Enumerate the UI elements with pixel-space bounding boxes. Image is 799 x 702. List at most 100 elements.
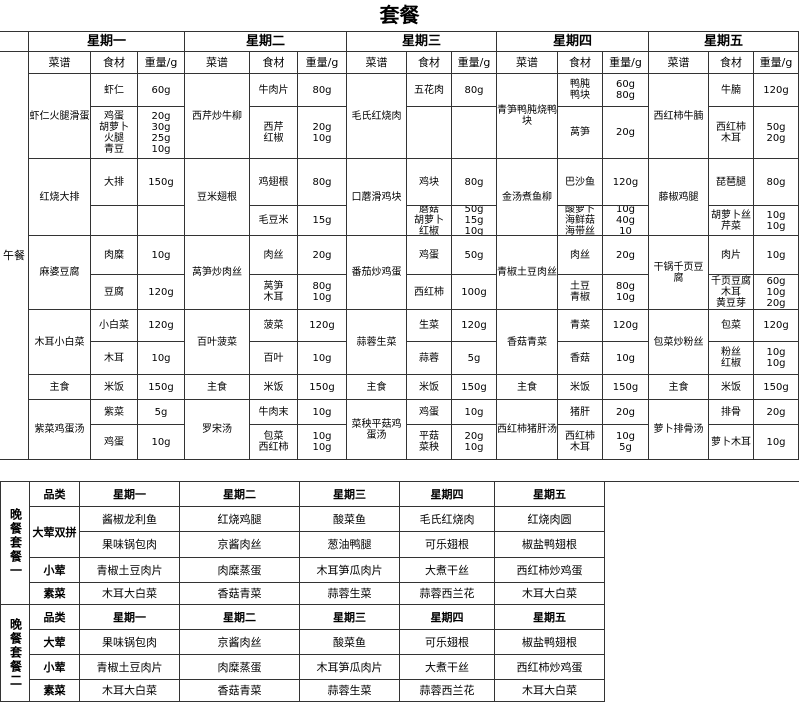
ingredient: 生菜 xyxy=(407,310,452,342)
dish-name: 莴笋炒肉丝 xyxy=(185,236,250,310)
ingredient: 西芹 红椒 xyxy=(250,107,298,159)
weight: 120g xyxy=(754,74,799,107)
staple-cell: 150g xyxy=(603,375,649,400)
ingredient xyxy=(91,206,138,236)
dinner-dish: 木耳大白菜 xyxy=(80,680,180,702)
staple-cell: 米饭 xyxy=(407,375,452,400)
staple-cell: 米饭 xyxy=(250,375,298,400)
dish-name: 豆米翅根 xyxy=(185,159,250,236)
dinner-dish: 肉糜蒸蛋 xyxy=(180,558,300,583)
dish-name: 西红柿猪肝汤 xyxy=(497,400,558,460)
day-header: 星期二 xyxy=(185,32,347,52)
grid-top-border xyxy=(0,31,799,32)
dinner-dish: 红烧肉圆 xyxy=(495,507,605,532)
weight: 80g xyxy=(452,159,497,206)
dinner-header: 星期三 xyxy=(300,482,400,507)
ingredient: 香菇 xyxy=(558,342,603,375)
dinner-dish: 酸菜鱼 xyxy=(300,630,400,655)
weight xyxy=(138,206,185,236)
ingredient: 莴笋 木耳 xyxy=(250,275,298,310)
ingredient: 鸡翅根 xyxy=(250,159,298,206)
dinner-dish: 京酱肉丝 xyxy=(180,630,300,655)
weight: 60g 80g xyxy=(603,74,649,107)
dinner-label: 晚餐套餐二 xyxy=(0,605,30,702)
staple-cell: 主食 xyxy=(185,375,250,400)
dinner-header: 星期四 xyxy=(400,605,495,630)
dinner-dish: 青椒土豆肉片 xyxy=(80,655,180,680)
dinner-dish: 木耳笋瓜肉片 xyxy=(300,558,400,583)
dish-name: 青笋鸭肫烧鸭块 xyxy=(497,74,558,159)
staple-cell: 150g xyxy=(298,375,347,400)
spacer-row xyxy=(0,460,799,482)
corner-cell xyxy=(0,32,29,52)
ingredient: 鸡蛋 xyxy=(407,400,452,425)
dinner-dish: 大煮干丝 xyxy=(400,558,495,583)
dinner-category: 大荤 xyxy=(30,630,80,655)
weight: 5g xyxy=(452,342,497,375)
staple-cell: 米饭 xyxy=(709,375,754,400)
weight: 10g xyxy=(138,342,185,375)
ingredient: 西红柿 木耳 xyxy=(709,107,754,159)
dish-name: 蒜蓉生菜 xyxy=(347,310,407,375)
column-header: 重量/g xyxy=(138,52,185,74)
ingredient: 鸭肫 鸭块 xyxy=(558,74,603,107)
ingredient: 小白菜 xyxy=(91,310,138,342)
dinner-category: 小荤 xyxy=(30,655,80,680)
ingredient: 萝卜木耳 xyxy=(709,425,754,460)
ingredient: 胡萝卜丝 芹菜 xyxy=(709,206,754,236)
ingredient: 巴沙鱼 xyxy=(558,159,603,206)
dinner-header: 品类 xyxy=(30,482,80,507)
dinner-dish: 蒜蓉西兰花 xyxy=(400,583,495,605)
weight: 20g xyxy=(603,236,649,275)
column-header: 重量/g xyxy=(603,52,649,74)
column-header: 重量/g xyxy=(452,52,497,74)
ingredient: 豆腐 xyxy=(91,275,138,310)
dinner-header: 星期五 xyxy=(495,605,605,630)
weight: 10g 10g xyxy=(298,425,347,460)
dish-name: 藤椒鸡腿 xyxy=(649,159,709,236)
weight: 120g xyxy=(452,310,497,342)
dinner-dish: 香菇青菜 xyxy=(180,583,300,605)
ingredient: 肉片 xyxy=(709,236,754,275)
column-header: 食材 xyxy=(91,52,138,74)
staple-cell: 米饭 xyxy=(558,375,603,400)
dinner-dish: 蒜蓉生菜 xyxy=(300,583,400,605)
weight: 80g xyxy=(754,159,799,206)
dinner-header: 星期一 xyxy=(80,605,180,630)
weight: 10g xyxy=(754,236,799,275)
dinner-dish: 果味锅包肉 xyxy=(80,532,180,558)
column-header: 重量/g xyxy=(754,52,799,74)
column-header: 重量/g xyxy=(298,52,347,74)
weight: 80g xyxy=(298,74,347,107)
weight: 20g 30g 25g 10g xyxy=(138,107,185,159)
ingredient: 包菜 xyxy=(709,310,754,342)
weight: 20g xyxy=(298,236,347,275)
dish-name: 红烧大排 xyxy=(29,159,91,236)
weight: 60g 10g 20g xyxy=(754,275,799,310)
dinner-dish: 椒盐鸭翅根 xyxy=(495,532,605,558)
dish-name: 干锅千页豆腐 xyxy=(649,236,709,310)
dish-name: 罗宋汤 xyxy=(185,400,250,460)
dinner-dish: 木耳大白菜 xyxy=(495,583,605,605)
ingredient: 鸡蛋 胡萝卜 火腿 青豆 xyxy=(91,107,138,159)
dinner-header: 星期五 xyxy=(495,482,605,507)
ingredient: 肉丝 xyxy=(250,236,298,275)
dish-name: 香菇青菜 xyxy=(497,310,558,375)
dish-name: 西芹炒牛柳 xyxy=(185,74,250,159)
weight xyxy=(452,107,497,159)
ingredient: 蘑菇 胡萝卜 红椒 xyxy=(407,206,452,236)
column-header: 菜谱 xyxy=(29,52,91,74)
column-header: 菜谱 xyxy=(185,52,250,74)
dinner-header: 星期三 xyxy=(300,605,400,630)
dish-name: 西红柿牛腩 xyxy=(649,74,709,159)
dinner-dish: 京酱肉丝 xyxy=(180,532,300,558)
sheet-title: 套餐 xyxy=(0,0,799,32)
dinner-dish: 木耳大白菜 xyxy=(495,680,605,702)
ingredient: 鸡块 xyxy=(407,159,452,206)
dinner-dish: 木耳笋瓜肉片 xyxy=(300,655,400,680)
day-header: 星期五 xyxy=(649,32,799,52)
dish-name: 萝卜排骨汤 xyxy=(649,400,709,460)
dinner-dish: 木耳大白菜 xyxy=(80,583,180,605)
ingredient: 排骨 xyxy=(709,400,754,425)
